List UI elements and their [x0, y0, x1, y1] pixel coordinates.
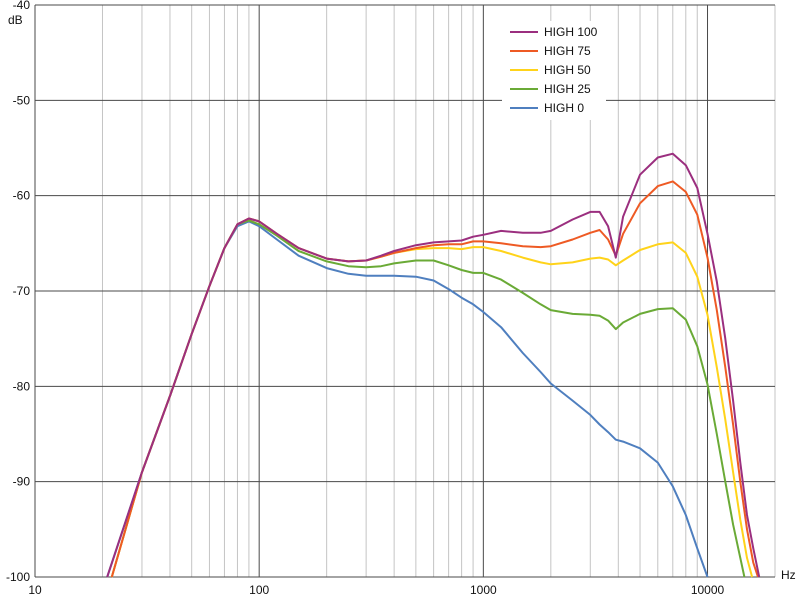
y-tick-label: -80 — [13, 379, 31, 393]
y-axis-label: dB — [8, 13, 23, 27]
x-tick-labels: 10 100 1000 10000 — [28, 583, 724, 597]
series-line — [110, 219, 746, 578]
series-line — [110, 217, 754, 578]
x-tick-label: 10 — [28, 583, 42, 597]
y-tick-label: -100 — [6, 570, 30, 584]
y-tick-labels: -40 -50 -60 -70 -80 -90 -100 — [6, 0, 30, 584]
legend: HIGH 100 HIGH 75 HIGH 50 HIGH 25 HIGH 0 — [502, 21, 606, 120]
x-axis-label: Hz — [781, 568, 796, 582]
y-tick-label: -90 — [13, 475, 31, 489]
x-tick-label: 100 — [249, 583, 269, 597]
series-line — [110, 180, 759, 578]
y-tick-label: -60 — [13, 189, 31, 203]
legend-label: HIGH 25 — [544, 82, 591, 96]
legend-label: HIGH 0 — [544, 101, 584, 115]
y-tick-label: -50 — [13, 93, 31, 107]
series-line — [106, 152, 761, 578]
series-line — [106, 220, 709, 578]
y-tick-label: -40 — [13, 0, 31, 12]
legend-label: HIGH 75 — [544, 44, 591, 58]
legend-label: HIGH 100 — [544, 25, 598, 39]
legend-label: HIGH 50 — [544, 63, 591, 77]
y-tick-label: -70 — [13, 284, 31, 298]
x-tick-label: 1000 — [470, 583, 497, 597]
major-gridlines — [34, 4, 775, 578]
series-lines — [106, 152, 761, 578]
x-tick-label: 10000 — [691, 583, 725, 597]
